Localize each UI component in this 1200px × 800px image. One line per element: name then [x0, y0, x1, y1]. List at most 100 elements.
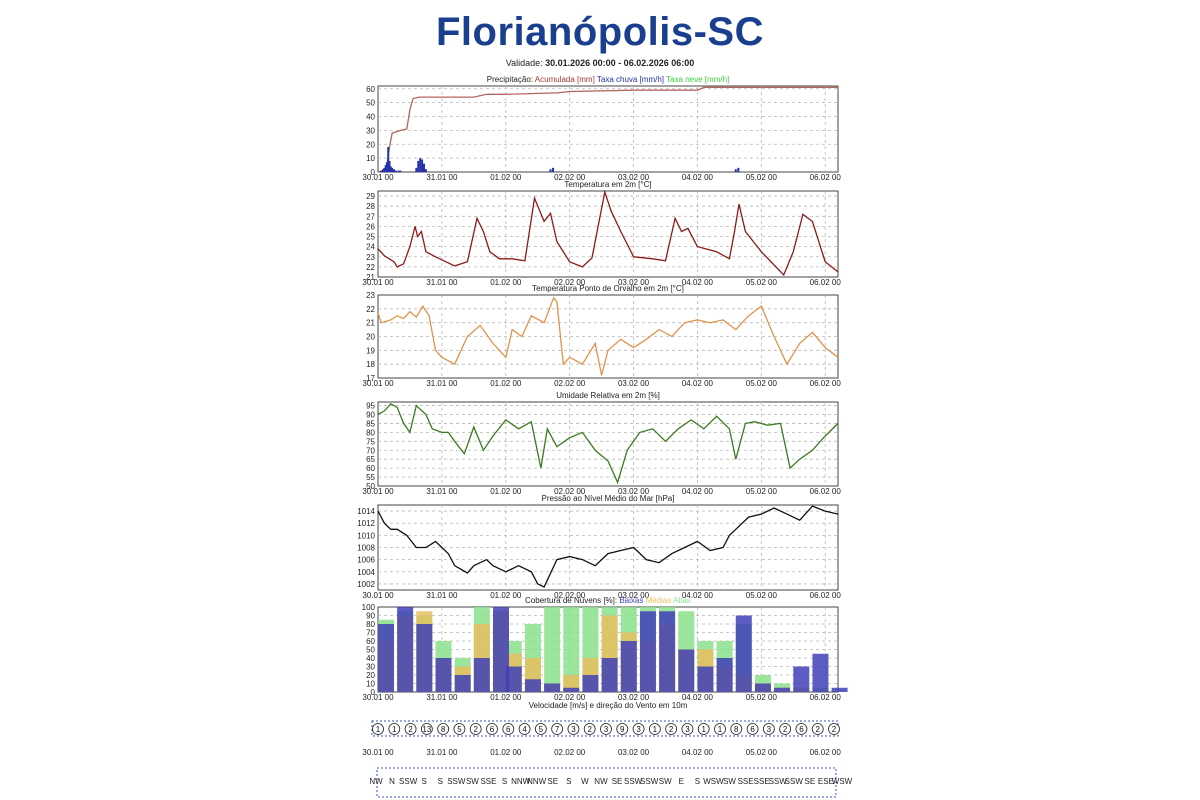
chart-title: Temperatura Ponto de Orvalho em 2m [°C] [532, 284, 684, 293]
wind-direction-label: NW [594, 777, 608, 786]
wind-speed-circle [420, 723, 433, 735]
wind-direction-label: SSE [738, 777, 754, 786]
wind-speed-label: 7 [555, 725, 560, 734]
bar-mark [417, 160, 420, 172]
wind-direction-label: SSE [754, 777, 770, 786]
wind-direction-label: SSW [640, 777, 659, 786]
bar-mark [737, 167, 740, 172]
bar-mark [812, 653, 829, 692]
wind-speed-label: 9 [620, 725, 625, 734]
wind-direction-label: SW [659, 777, 672, 786]
wind-speed-circle [648, 723, 661, 735]
wind-direction-label: S [695, 777, 700, 786]
wind-speed-circle [583, 723, 596, 735]
chart-title: Cobertura de Nuvens [%]: Baixas Médias A… [525, 596, 691, 605]
x-tick-label: 30.01 00 [362, 173, 394, 182]
y-tick-label: 90 [366, 612, 375, 621]
bar-mark [415, 167, 418, 172]
y-tick-label: 1008 [357, 544, 375, 553]
y-tick-label: 0 [371, 168, 376, 177]
y-tick-label: 1012 [357, 519, 375, 528]
wind-speed-circle [372, 723, 384, 735]
chart-title-part: Médias [643, 596, 671, 605]
bar-mark [774, 687, 791, 692]
wind-speed-circle [697, 723, 710, 735]
wind-speed-circle [632, 723, 645, 735]
x-tick-label: 02.02 00 [554, 278, 586, 287]
y-tick-label: 1010 [357, 531, 375, 540]
y-tick-label: 50 [366, 482, 375, 491]
x-tick-label: 30.01 00 [362, 591, 394, 600]
bar-mark [544, 683, 561, 692]
bar-mark [793, 666, 810, 692]
wind-speed-label: 2 [669, 725, 674, 734]
wind-speed-label: 1 [653, 725, 658, 734]
chart-title-part: Cobertura de Nuvens [%]: [525, 596, 619, 605]
y-tick-label: 30 [366, 126, 375, 135]
y-tick-label: 80 [366, 620, 375, 629]
y-tick-label: 1002 [357, 580, 375, 589]
y-tick-label: 70 [366, 446, 375, 455]
wind-speed-label: 2 [587, 725, 592, 734]
bar-mark [388, 160, 391, 172]
wind-speed-label: 1 [701, 725, 706, 734]
chart-title-part: Taxa neve [mm/h] [664, 75, 729, 84]
wind-direction-label: SW [466, 777, 479, 786]
x-tick-label: 31.01 00 [426, 487, 458, 496]
wind-speed-circle [453, 723, 466, 735]
wind-speed-circle [502, 723, 515, 735]
bar-mark [544, 607, 561, 692]
y-tick-label: 10 [366, 680, 375, 689]
bar-mark [524, 679, 541, 692]
y-tick-label: 30 [366, 663, 375, 672]
bar-mark [493, 607, 509, 692]
wind-speed-circle [600, 723, 612, 735]
x-tick-label: 30.01 00 [362, 278, 394, 287]
y-tick-label: 100 [362, 603, 376, 612]
x-tick-label: 03.02 00 [618, 487, 650, 496]
y-tick-label: 40 [366, 654, 375, 663]
chart-title-part: Taxa chuva [mm/h] [595, 75, 664, 84]
wind-direction-label: SSW [399, 777, 418, 786]
wind-speed-label: 4 [522, 725, 527, 734]
y-tick-label: 10 [366, 154, 375, 163]
bar-mark [416, 624, 433, 692]
wind-direction-label: NNW [527, 777, 547, 786]
wind-speed-circle [469, 723, 482, 735]
wind-direction-label: SW [723, 777, 736, 786]
y-tick-label: 19 [366, 346, 375, 355]
y-tick-label: 22 [366, 305, 375, 314]
bar-mark [382, 169, 385, 172]
wind-speed-label: 8 [441, 725, 446, 734]
bar-mark [473, 658, 490, 692]
y-tick-label: 29 [366, 192, 375, 201]
bar-mark [424, 169, 427, 172]
wind-speed-label: 2 [408, 725, 413, 734]
bar-mark [639, 611, 656, 692]
x-tick-label: 02.02 00 [554, 173, 586, 182]
wind-title: Velocidade [m/s] e direção do Vento em 1… [529, 701, 688, 710]
bar-mark [421, 159, 424, 172]
wind-direction-label: NW [369, 777, 383, 786]
x-tick-label: 05.02 00 [746, 278, 778, 287]
wind-speed-circle [388, 723, 401, 735]
wind-x-tick-label: 06.02 00 [810, 748, 842, 757]
wind-speed-circle [779, 723, 792, 735]
chart-title: Temperatura em 2m [°C] [564, 180, 651, 189]
y-tick-label: 90 [366, 411, 375, 420]
y-tick-label: 20 [366, 140, 375, 149]
wind-speed-label: 2 [832, 725, 837, 734]
wind-direction-label: S [438, 777, 443, 786]
bar-mark [391, 167, 394, 172]
y-tick-label: 1004 [357, 568, 375, 577]
bar-mark [384, 165, 387, 172]
series-line [377, 402, 839, 485]
wind-speed-circle [762, 723, 775, 735]
bar-mark [659, 611, 676, 692]
bar-mark [380, 170, 383, 172]
y-tick-label: 85 [366, 419, 375, 428]
wind-speed-label: 3 [571, 725, 576, 734]
bar-mark [678, 649, 695, 692]
plot-frame [377, 85, 839, 173]
